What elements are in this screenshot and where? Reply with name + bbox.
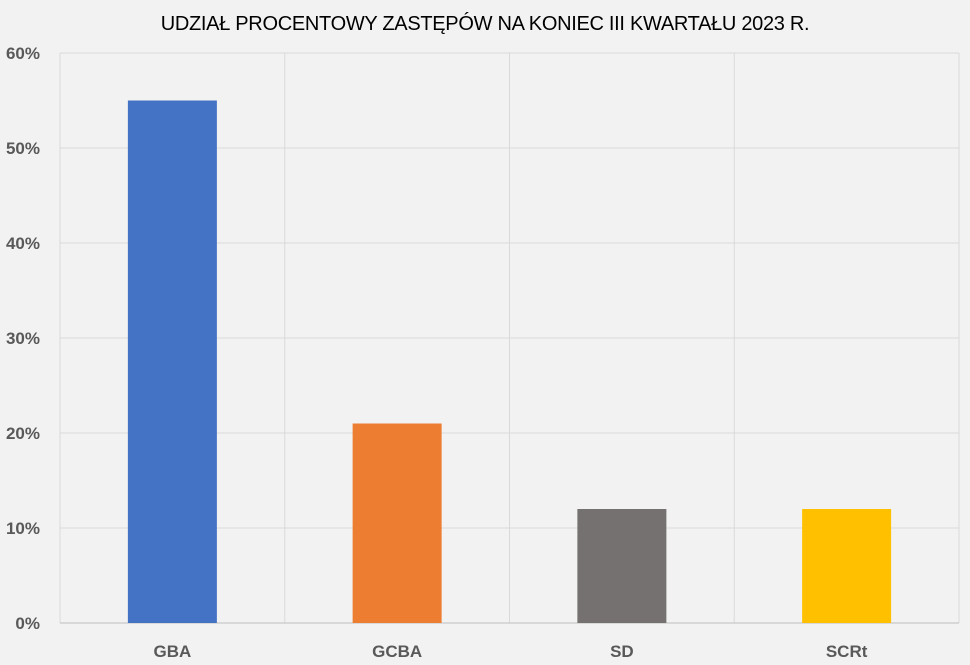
- bar-sd: [577, 509, 667, 623]
- bar-scrt: [802, 509, 892, 623]
- y-tick-label: 30%: [6, 329, 40, 348]
- bar-gba: [127, 100, 217, 623]
- bar-layer: [127, 100, 892, 623]
- x-category-label: SCRt: [826, 642, 868, 661]
- x-category-label: GBA: [153, 642, 191, 661]
- y-tick-label: 40%: [6, 234, 40, 253]
- x-axis-categories: GBA GCBA SD SCRt: [153, 642, 867, 661]
- y-tick-label: 60%: [6, 44, 40, 63]
- y-tick-label: 50%: [6, 139, 40, 158]
- y-tick-label: 20%: [6, 424, 40, 443]
- y-tick-label: 0%: [15, 614, 40, 633]
- y-axis-ticks: 0% 10% 20% 30% 40% 50% 60%: [6, 44, 40, 633]
- bar-gcba: [352, 423, 442, 623]
- y-tick-label: 10%: [6, 519, 40, 538]
- x-category-label: SD: [610, 642, 634, 661]
- x-category-label: GCBA: [372, 642, 422, 661]
- chart-title: UDZIAŁ PROCENTOWY ZASTĘPÓW NA KONIEC III…: [160, 13, 810, 35]
